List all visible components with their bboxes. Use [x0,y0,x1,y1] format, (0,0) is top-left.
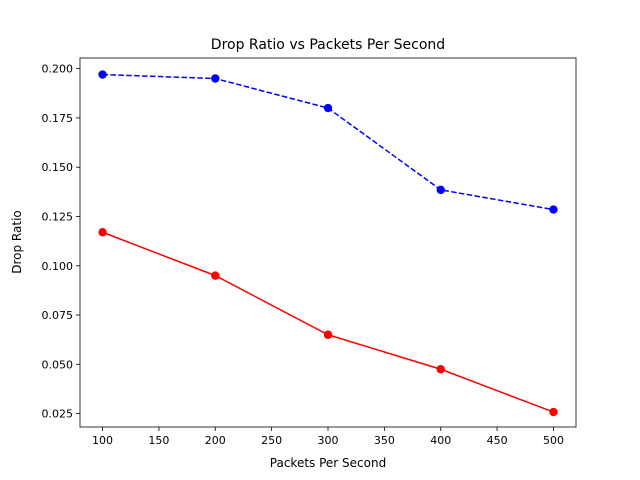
y-tick-label: 0.125 [42,210,74,223]
series-0-point [436,185,445,195]
chart-title: Drop Ratio vs Packets Per Second [211,37,445,53]
series-0-line [102,73,554,211]
x-tick-label: 100 [92,434,113,447]
x-tick-label: 250 [261,434,282,447]
x-tick-label: 150 [148,434,169,447]
series-0-point [211,74,220,83]
series-1-point [323,330,333,339]
y-tick-label: 0.150 [42,161,74,174]
x-axis-label: Packets Per Second [270,456,386,470]
series-0-point [549,205,558,214]
plot-frame [79,57,577,428]
series-0-point [98,70,107,79]
series-0 [98,70,558,214]
y-tick-label: 0.175 [42,112,74,125]
x-tick-label: 350 [374,434,395,447]
y-tick-label: 0.050 [42,358,74,371]
series-1-line [102,231,554,413]
x-tick-label: 200 [205,434,226,447]
y-tick-label: 0.200 [42,63,74,76]
x-tick-label: 400 [430,434,451,447]
x-tick-label: 300 [318,434,339,447]
series-layer [98,70,558,417]
series-1-point [436,365,445,374]
series-1-point [549,407,558,417]
series-1 [98,228,558,417]
x-tick-label: 500 [543,434,564,447]
series-1-point [211,271,220,280]
x-tick-label: 450 [487,434,508,447]
y-tick-label: 0.100 [42,260,74,273]
y-tick-label: 0.025 [42,408,74,421]
axes-layer: 100 150 200 250 300 350 400 450 500 0.025 0.050 0.0… [42,57,577,447]
series-0-point [323,103,333,113]
y-axis-label: Drop Ratio [10,210,24,274]
y-tick-label: 0.075 [42,309,74,322]
series-1-point [98,228,107,237]
